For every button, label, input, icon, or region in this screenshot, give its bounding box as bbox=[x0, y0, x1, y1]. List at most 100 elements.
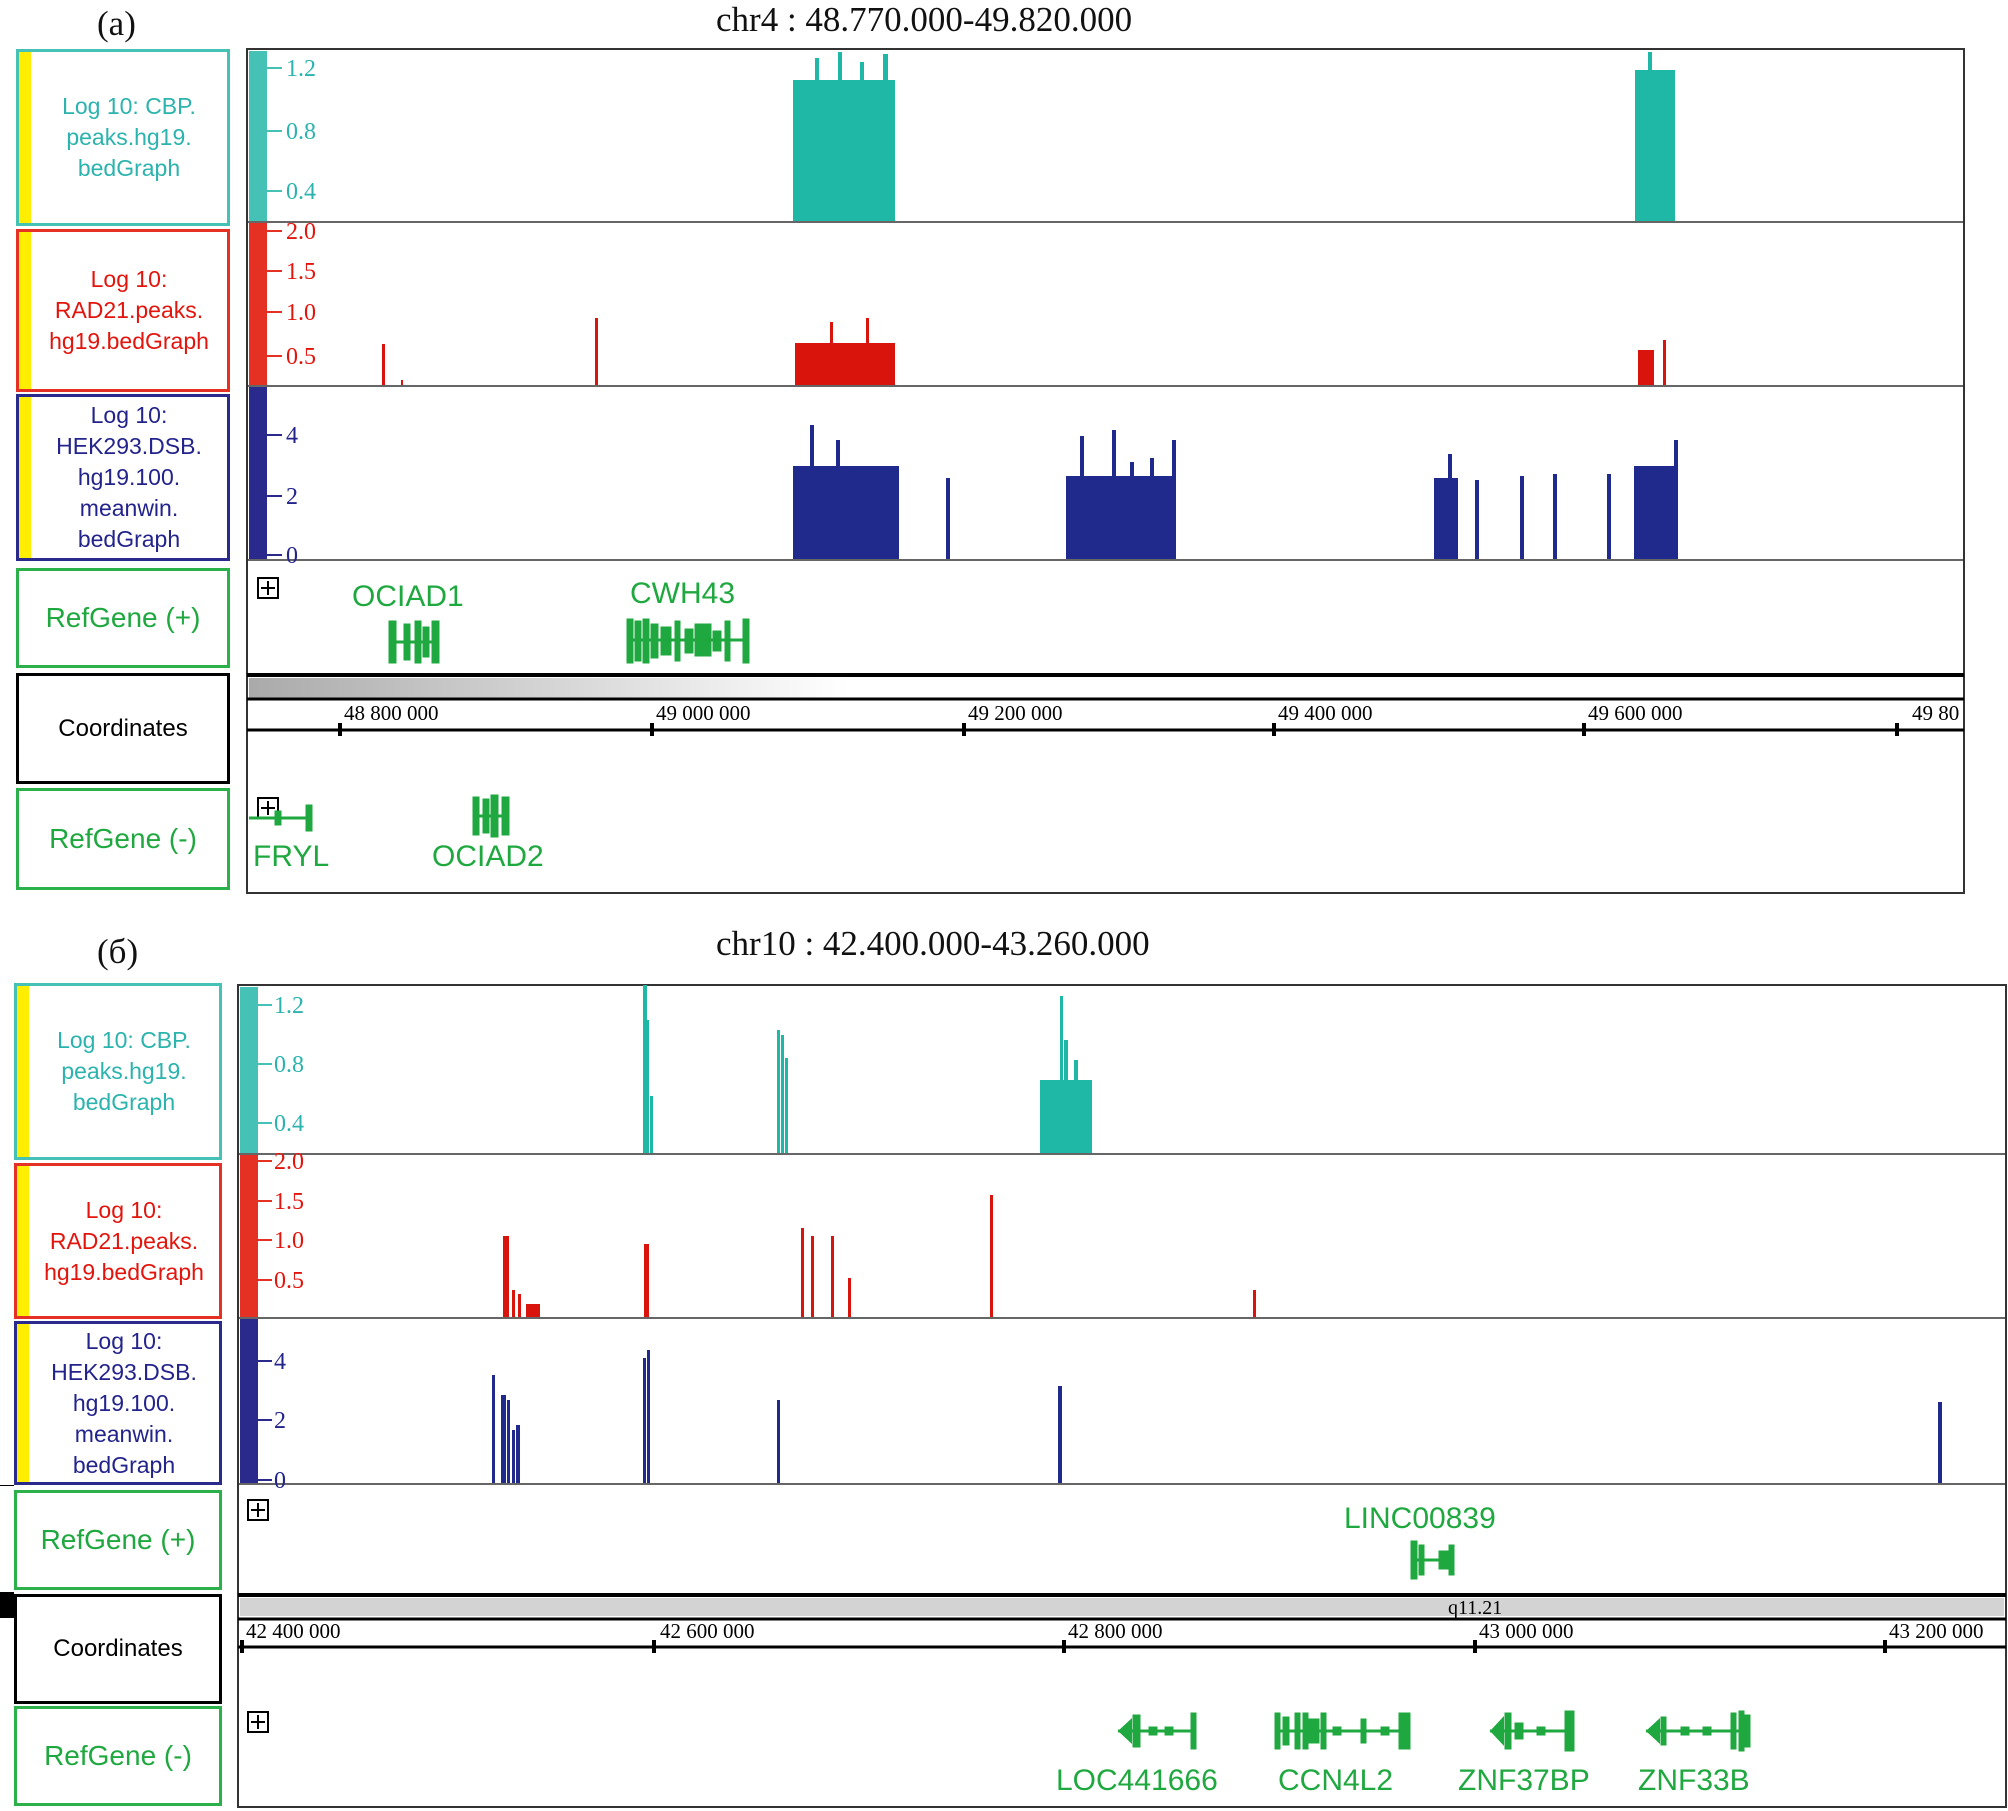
dsb-peak bbox=[501, 1395, 506, 1483]
gene-label[interactable]: OCIAD1 bbox=[352, 580, 464, 613]
dsb-peak bbox=[1130, 462, 1134, 559]
track-color-strip bbox=[17, 986, 29, 1157]
panel-b-refgene-plus-label: RefGene (+) bbox=[14, 1490, 222, 1590]
coordinate-label: 42 600 000 bbox=[660, 1619, 755, 1643]
dsb-peak bbox=[643, 1358, 646, 1483]
gene-model-znf33b[interactable] bbox=[1646, 1710, 1751, 1752]
gene-label[interactable]: CCN4L2 bbox=[1278, 1764, 1393, 1797]
chromosome-band bbox=[249, 678, 1962, 698]
gene-label[interactable]: OCIAD2 bbox=[432, 840, 544, 873]
gene-label[interactable]: LINC00839 bbox=[1344, 1502, 1496, 1535]
dsb-axis-bar bbox=[240, 1319, 258, 1483]
rad21-tick-label: 0.5 bbox=[274, 1268, 304, 1294]
chromosome-band bbox=[240, 1598, 2004, 1616]
panel-a-cbp-track-label: Log 10: CBP. peaks.hg19. bedGraph bbox=[16, 49, 230, 226]
gene-model-ociad2[interactable] bbox=[472, 794, 510, 838]
rad21-tick-label: 1.5 bbox=[286, 259, 316, 285]
rad21-axis-bar bbox=[240, 1155, 258, 1317]
rad21-peak-cluster bbox=[795, 343, 895, 385]
dsb-peak bbox=[507, 1400, 510, 1483]
cbp-tick-label: 0.8 bbox=[286, 119, 316, 145]
rad21-tick-label: 0.5 bbox=[286, 344, 316, 370]
rad21-peak bbox=[811, 1236, 814, 1317]
dsb-peak bbox=[516, 1425, 520, 1483]
gene-model-ociad1[interactable] bbox=[388, 620, 440, 664]
coordinate-label: 42 800 000 bbox=[1068, 1619, 1163, 1643]
gene-model-cwh43[interactable] bbox=[626, 618, 750, 664]
gene-model-loc441666[interactable] bbox=[1118, 1712, 1197, 1750]
edge-marker bbox=[0, 1592, 14, 1618]
expand-plus-icon[interactable] bbox=[247, 1711, 269, 1733]
rad21-peak bbox=[512, 1290, 515, 1317]
panel-b-region-title: chr10 : 42.400.000-43.260.000 bbox=[716, 924, 1150, 963]
rad21-peak bbox=[831, 1236, 834, 1317]
rad21-peak bbox=[830, 322, 833, 385]
dsb-peak bbox=[1448, 454, 1452, 559]
dsb-peak bbox=[1058, 1386, 1062, 1483]
expand-plus-icon[interactable] bbox=[247, 1499, 269, 1521]
cbp-peak bbox=[838, 52, 842, 221]
panel-a-region-title: chr4 : 48.770.000-49.820.000 bbox=[716, 0, 1133, 39]
track-color-strip bbox=[19, 232, 31, 389]
cbp-peak bbox=[781, 1035, 784, 1153]
dsb-peak bbox=[1150, 458, 1154, 559]
panel-a-cbp-signal bbox=[793, 52, 1675, 221]
rad21-peak bbox=[503, 1236, 509, 1317]
track-color-strip bbox=[19, 52, 31, 223]
dsb-peak bbox=[1607, 474, 1611, 559]
dsb-peak bbox=[810, 425, 814, 559]
coordinate-label: 48 800 000 bbox=[344, 701, 439, 725]
gene-model-linc00839[interactable] bbox=[1410, 1540, 1455, 1580]
dsb-peak bbox=[1520, 476, 1524, 559]
gene-label[interactable]: FRYL bbox=[253, 840, 329, 873]
rad21-peak bbox=[848, 1278, 851, 1317]
dsb-tick-label: 0 bbox=[286, 543, 298, 569]
gene-label[interactable]: LOC441666 bbox=[1056, 1764, 1218, 1797]
panel-b-label: (б) bbox=[97, 932, 139, 971]
coordinate-label: 49 600 000 bbox=[1588, 701, 1683, 725]
gene-model-ccn4l2[interactable] bbox=[1274, 1712, 1411, 1750]
dsb-peak bbox=[1674, 440, 1678, 559]
coordinate-label: 49 80 bbox=[1912, 701, 1959, 725]
dsb-tick-label: 4 bbox=[274, 1349, 286, 1375]
rad21-peak-cluster bbox=[1638, 350, 1654, 385]
rad21-peak bbox=[518, 1294, 521, 1317]
edge-line bbox=[0, 1485, 14, 1486]
panel-a-frame bbox=[246, 48, 1965, 894]
coordinate-label: 49 400 000 bbox=[1278, 701, 1373, 725]
panel-b-cbp-track-label: Log 10: CBP. peaks.hg19. bedGraph bbox=[14, 983, 222, 1160]
cbp-peak bbox=[1064, 1040, 1068, 1153]
rad21-peak bbox=[644, 1244, 649, 1317]
coordinate-label: 49 000 000 bbox=[656, 701, 751, 725]
expand-plus-icon[interactable] bbox=[257, 577, 279, 599]
gene-model-fryl[interactable] bbox=[249, 804, 313, 832]
gene-label[interactable]: CWH43 bbox=[630, 577, 735, 610]
rad21-tick-label: 2.0 bbox=[286, 219, 316, 245]
coordinate-label: 42 400 000 bbox=[246, 1619, 341, 1643]
rad21-tick-label: 1.0 bbox=[286, 300, 316, 326]
dsb-tick-label: 2 bbox=[274, 1408, 286, 1434]
rad21-peak-cluster bbox=[526, 1304, 540, 1317]
cbp-peak bbox=[860, 62, 864, 221]
cbp-peak-cluster bbox=[1635, 70, 1675, 221]
dsb-peak bbox=[647, 1350, 650, 1483]
track-color-strip bbox=[17, 1324, 29, 1482]
band-label: q11.21 bbox=[1448, 1597, 1502, 1619]
cbp-tick-label: 1.2 bbox=[274, 993, 304, 1019]
gene-model-znf37bp[interactable] bbox=[1490, 1710, 1575, 1752]
rad21-peak bbox=[1663, 340, 1666, 385]
panel-a-genome-browser: 1.2 0.8 0.4 2.0 1.5 1.0 0.5 4 2 0 bbox=[246, 48, 1965, 894]
cbp-axis-bar bbox=[249, 51, 267, 221]
gene-label[interactable]: ZNF33B bbox=[1638, 1764, 1750, 1797]
cbp-peak bbox=[650, 1096, 653, 1153]
panel-a-label: (а) bbox=[97, 4, 136, 43]
panel-b-rad21-signal bbox=[503, 1195, 1256, 1317]
gene-label[interactable]: ZNF37BP bbox=[1458, 1764, 1590, 1797]
rad21-peak bbox=[401, 380, 403, 385]
cbp-peak bbox=[777, 1030, 780, 1153]
panel-a-dsb-track-label: Log 10: HEK293.DSB. hg19.100. meanwin. b… bbox=[16, 394, 230, 561]
dsb-peak bbox=[1553, 474, 1557, 559]
rad21-peak bbox=[1253, 1290, 1256, 1317]
dsb-peak bbox=[836, 440, 840, 559]
